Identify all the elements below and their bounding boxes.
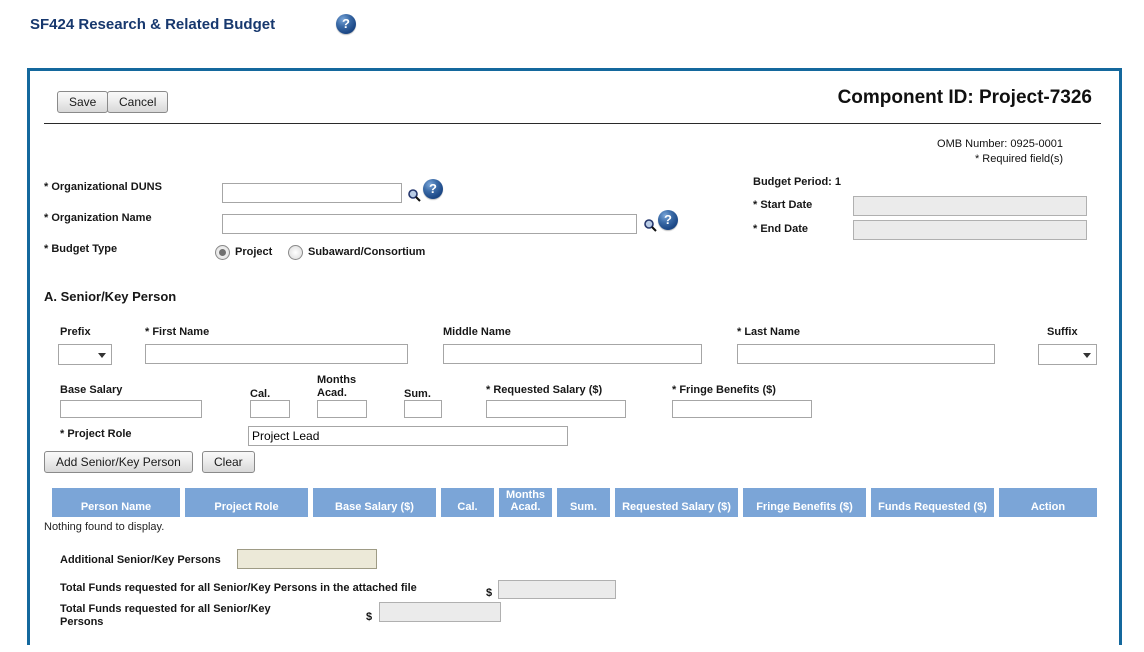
requested-salary-input[interactable] xyxy=(486,400,626,418)
end-date-input xyxy=(853,220,1087,240)
budget-type-project-option-label: Project xyxy=(235,246,273,258)
table-header-months-acad: Months Acad. xyxy=(499,488,552,517)
table-header-funds-requested: Funds Requested ($) xyxy=(871,488,994,517)
requested-salary-label: * Requested Salary ($) xyxy=(486,384,603,396)
first-name-label: * First Name xyxy=(145,326,210,338)
persons-table-header-row: Person Name Project Role Base Salary ($)… xyxy=(52,488,1097,517)
total-all-persons-input xyxy=(379,602,501,622)
component-id: Component ID: Project-7326 xyxy=(837,87,1092,108)
start-date-label: * Start Date xyxy=(753,199,813,211)
required-note: * Required field(s) xyxy=(974,153,1063,165)
divider xyxy=(44,123,1101,124)
budget-type-subaward-radio[interactable] xyxy=(288,245,303,260)
save-button[interactable]: Save xyxy=(57,91,109,113)
duns-label: * Organizational DUNS xyxy=(44,181,162,193)
acad-months-input[interactable] xyxy=(317,400,367,418)
table-header-requested-salary: Requested Salary ($) xyxy=(615,488,738,517)
start-date-input xyxy=(853,196,1087,216)
fringe-benefits-input[interactable] xyxy=(672,400,812,418)
section-a-title: A. Senior/Key Person xyxy=(44,289,177,304)
org-name-help-icon[interactable]: ? xyxy=(658,210,678,230)
chevron-down-icon xyxy=(1083,353,1091,358)
suffix-label: Suffix xyxy=(1047,326,1078,338)
table-header-base-salary: Base Salary ($) xyxy=(313,488,436,517)
budget-type-label: * Budget Type xyxy=(44,243,118,255)
org-name-input[interactable] xyxy=(222,214,637,234)
fringe-benefits-label: * Fringe Benefits ($) xyxy=(672,384,776,396)
table-header-person-name: Person Name xyxy=(52,488,180,517)
first-name-input[interactable] xyxy=(145,344,408,364)
prefix-select[interactable] xyxy=(58,344,112,365)
currency-symbol: $ xyxy=(486,587,493,599)
table-header-fringe-benefits: Fringe Benefits ($) xyxy=(743,488,866,517)
org-name-label: * Organization Name xyxy=(44,212,152,224)
omb-number: OMB Number: 0925-0001 xyxy=(937,138,1063,150)
last-name-label: * Last Name xyxy=(737,326,800,338)
empty-table-message: Nothing found to display. xyxy=(44,521,165,533)
budget-type-project-radio[interactable] xyxy=(215,245,230,260)
table-header-action: Action xyxy=(999,488,1097,517)
form-panel: Save Cancel Component ID: Project-7326 O… xyxy=(27,68,1122,645)
help-icon[interactable]: ? xyxy=(336,14,356,34)
base-salary-label: Base Salary xyxy=(60,384,123,396)
duns-lookup-magnifier-icon[interactable] xyxy=(407,188,422,203)
chevron-down-icon xyxy=(98,353,106,358)
suffix-select[interactable] xyxy=(1038,344,1097,365)
project-role-input[interactable] xyxy=(248,426,568,446)
table-header-sum: Sum. xyxy=(557,488,610,517)
table-header-cal: Cal. xyxy=(441,488,494,517)
additional-persons-label: Additional Senior/Key Persons xyxy=(60,554,221,566)
page-title: SF424 Research & Related Budget xyxy=(30,16,276,33)
add-senior-key-person-button[interactable]: Add Senior/Key Person xyxy=(44,451,193,473)
budget-period-label: Budget Period: 1 xyxy=(753,176,842,188)
clear-button[interactable]: Clear xyxy=(202,451,255,473)
budget-type-subaward-option-label: Subaward/Consortium xyxy=(308,246,426,258)
additional-persons-attachment-field[interactable] xyxy=(237,549,377,569)
total-attached-label: Total Funds requested for all Senior/Key… xyxy=(60,582,417,594)
months-acad-label: Months Acad. xyxy=(317,374,357,399)
cal-months-input[interactable] xyxy=(250,400,290,418)
cal-label: Cal. xyxy=(250,388,271,400)
middle-name-label: Middle Name xyxy=(443,326,511,338)
middle-name-input[interactable] xyxy=(443,344,702,364)
prefix-label: Prefix xyxy=(60,326,91,338)
org-name-lookup-magnifier-icon[interactable] xyxy=(643,218,658,233)
project-role-label: * Project Role xyxy=(60,428,132,440)
duns-help-icon[interactable]: ? xyxy=(423,179,443,199)
last-name-input[interactable] xyxy=(737,344,995,364)
duns-input[interactable] xyxy=(222,183,402,203)
base-salary-input[interactable] xyxy=(60,400,202,418)
end-date-label: * End Date xyxy=(753,223,809,235)
cancel-button[interactable]: Cancel xyxy=(107,91,169,113)
currency-symbol: $ xyxy=(366,611,373,623)
total-all-persons-label: Total Funds requested for all Senior/Key… xyxy=(60,603,271,628)
table-header-project-role: Project Role xyxy=(185,488,308,517)
sum-months-input[interactable] xyxy=(404,400,442,418)
total-attached-input xyxy=(498,580,616,599)
sum-label: Sum. xyxy=(404,388,431,400)
